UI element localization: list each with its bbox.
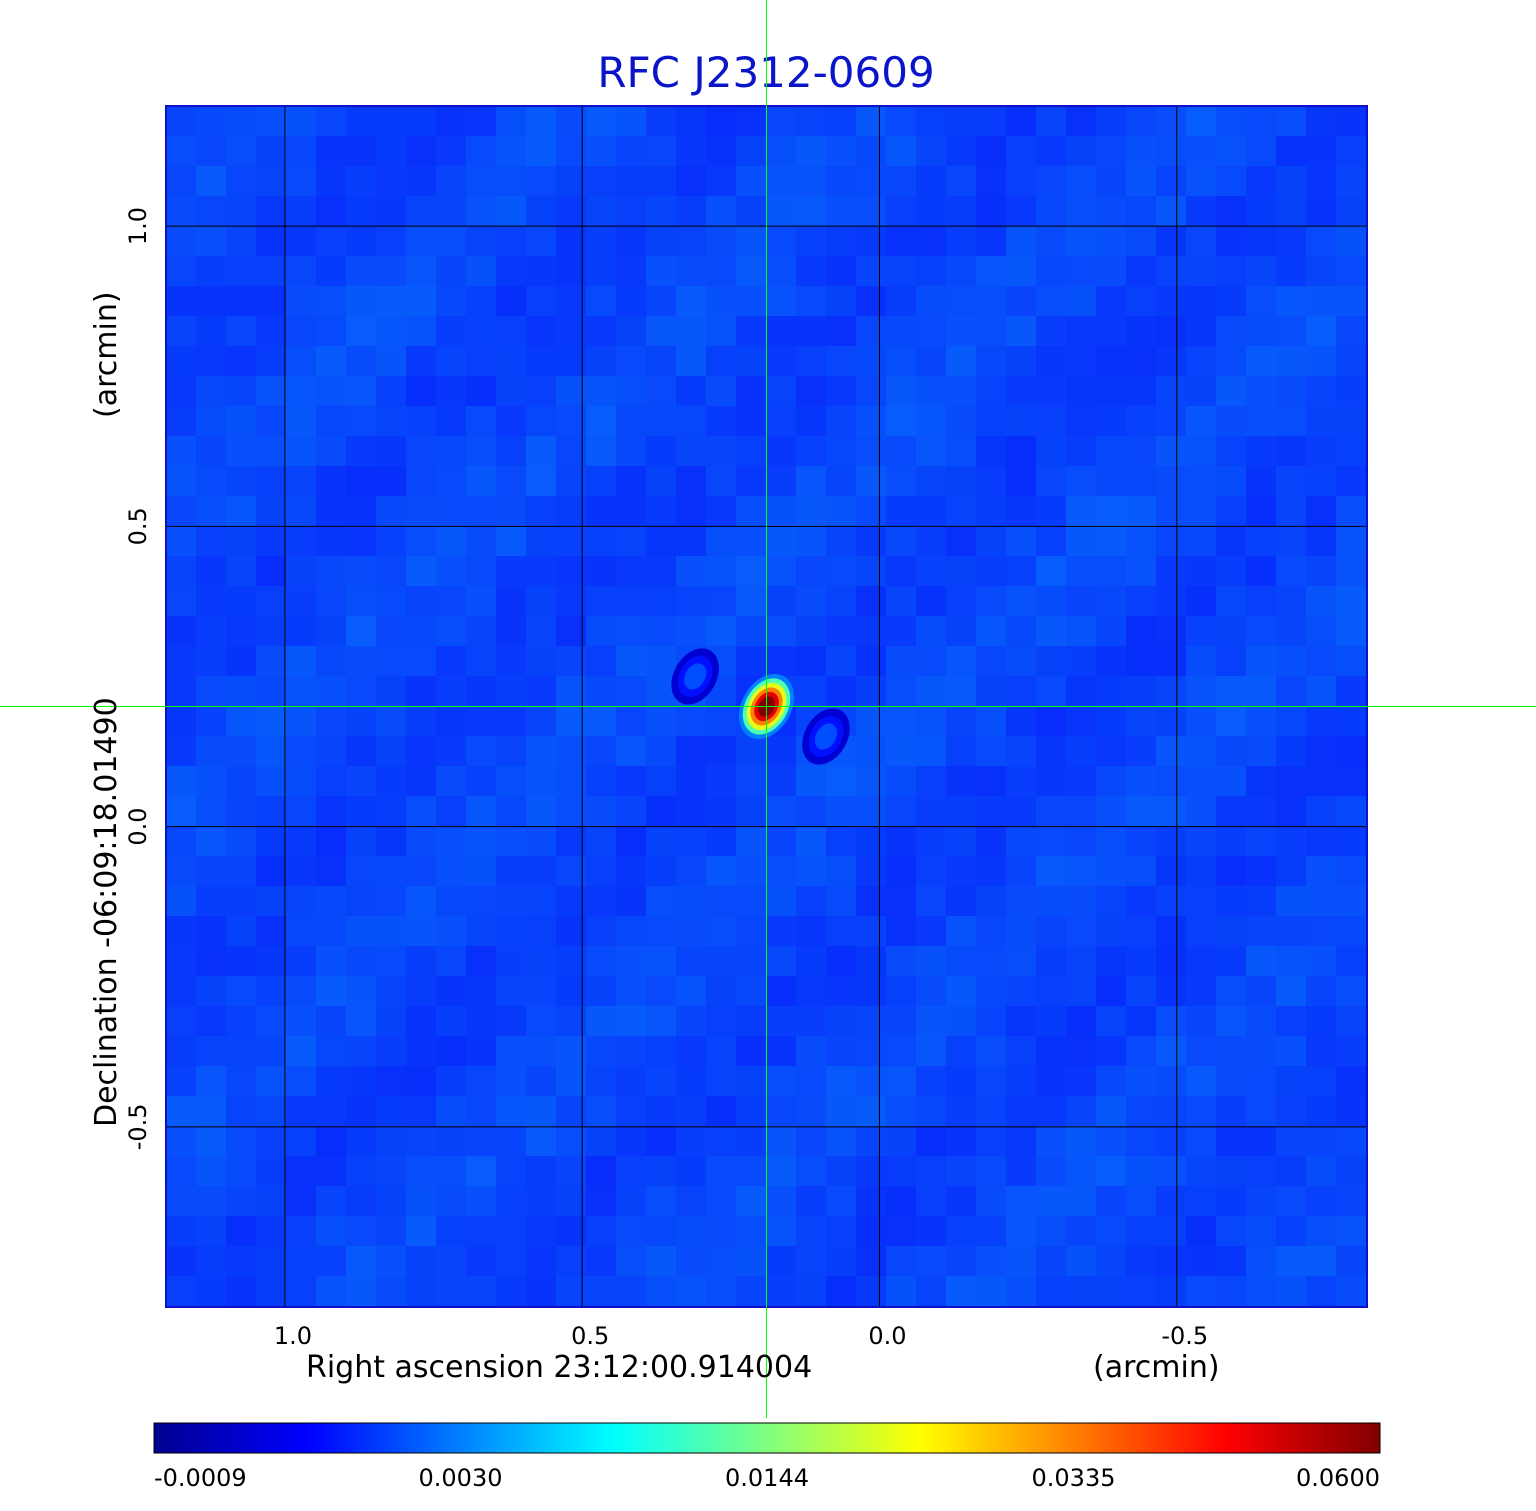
x-tick-label: 1.0 [274, 1322, 312, 1350]
y-tick-label: -0.5 [124, 1103, 152, 1150]
colorbar-tick-label: -0.0009 [154, 1464, 247, 1492]
y-axis-tick-labels: 1.0 0.5 0.0 -0.5 [124, 207, 152, 1150]
x-axis-tick-labels: 1.0 0.5 0.0 -0.5 [274, 1322, 1208, 1350]
colorbar-tick-labels: -0.0009 0.0030 0.0144 0.0335 0.0600 [154, 1464, 1380, 1492]
crosshair [0, 0, 1536, 1418]
y-axis-unit: (arcmin) [89, 291, 124, 418]
colorbar-tick-label: 0.0335 [1032, 1464, 1116, 1492]
y-tick-label: 0.0 [124, 808, 152, 846]
x-tick-label: 0.5 [571, 1322, 609, 1350]
x-axis-label: Right ascension 23:12:00.914004 [306, 1350, 812, 1385]
colorbar-tick-label: 0.0600 [1296, 1464, 1380, 1492]
colorbar-tick-label: 0.0144 [725, 1464, 809, 1492]
colorbar [153, 1422, 1381, 1454]
noise-texture [166, 106, 1367, 1307]
source-component-1 [671, 648, 719, 705]
y-tick-label: 1.0 [124, 207, 152, 245]
x-tick-label: 0.0 [868, 1322, 906, 1350]
colorbar-tick-label: 0.0030 [419, 1464, 503, 1492]
x-tick-label: -0.5 [1161, 1322, 1208, 1350]
x-axis-unit: (arcmin) [1093, 1350, 1220, 1385]
y-tick-label: 0.5 [124, 507, 152, 545]
plot-area [166, 106, 1367, 1307]
y-axis-label: Declination -06:09:18.01490 [89, 697, 124, 1127]
source-component-2 [802, 708, 850, 765]
